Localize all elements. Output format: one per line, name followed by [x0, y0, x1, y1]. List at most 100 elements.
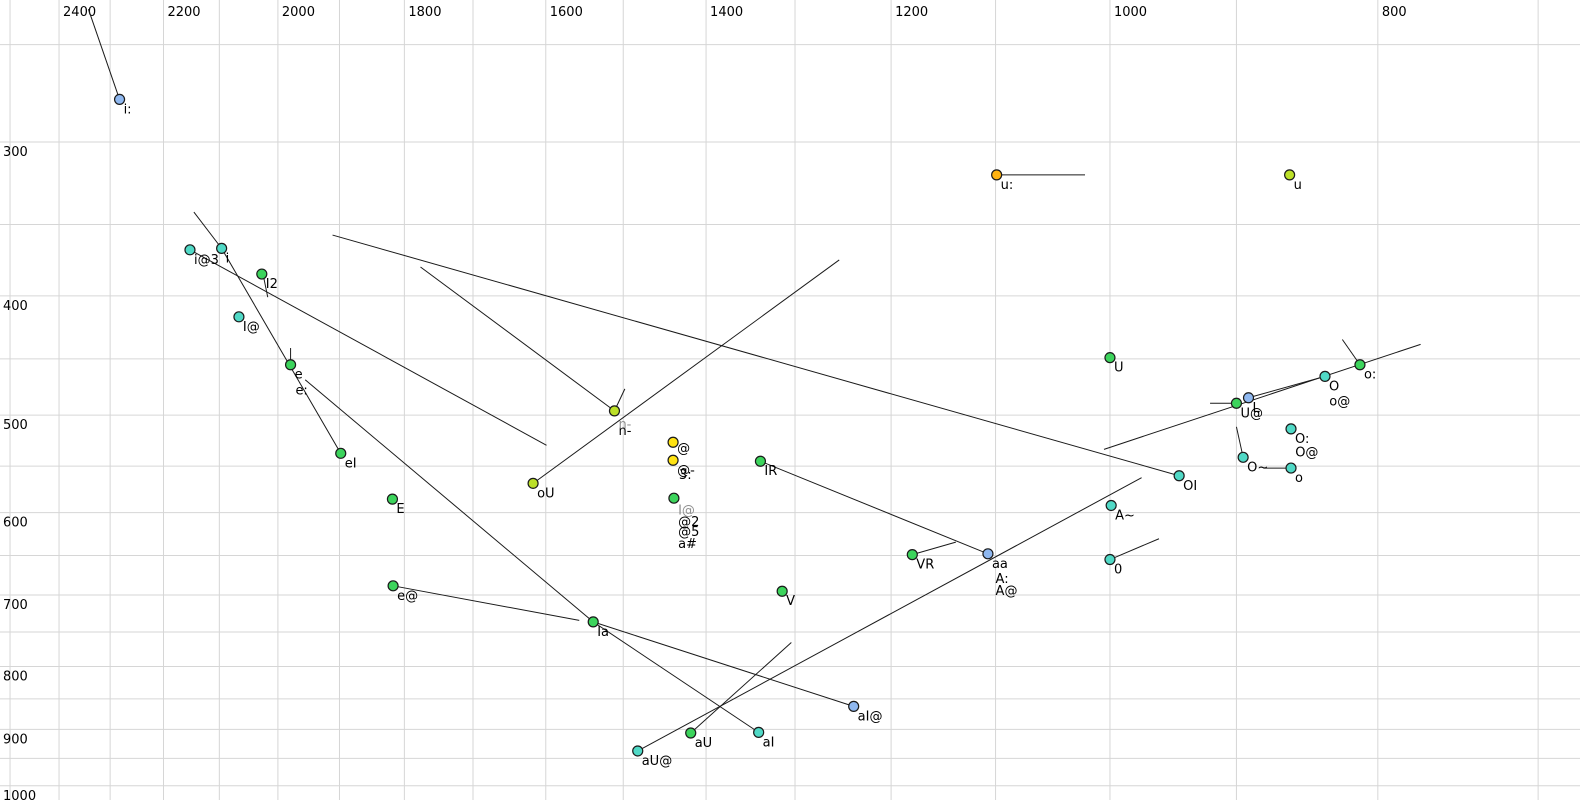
trajectory-line [193, 211, 223, 249]
trajectory-line [1103, 343, 1421, 450]
point-label-V: V [786, 594, 795, 609]
x-axis-tick-label: 2200 [167, 5, 200, 20]
data-point-u:[interactable] [991, 169, 1003, 181]
data-point-@[interactable] [667, 436, 679, 448]
data-point-i[interactable] [216, 242, 228, 254]
point-label-e@: e@ [397, 589, 418, 604]
data-point-O~[interactable] [1237, 451, 1249, 463]
point-label-@-: @- [677, 463, 695, 478]
data-point-eI[interactable] [335, 447, 347, 459]
x-axis-tick-label: 2000 [282, 5, 315, 20]
x-axis-tick-label: 1800 [408, 5, 441, 20]
data-point-aU@[interactable] [632, 745, 644, 757]
data-point-E[interactable] [386, 493, 399, 505]
trajectory-line [221, 248, 342, 454]
point-label-n-: n- [618, 424, 631, 439]
y-axis-tick-label: 600 [3, 516, 28, 531]
data-point-u[interactable] [1284, 169, 1296, 181]
point-label-@: @ [677, 441, 690, 456]
data-point-I@2[interactable] [668, 492, 680, 504]
x-axis-tick-label: 1000 [1114, 5, 1147, 20]
point-label-O~: O~ [1247, 460, 1268, 475]
trajectory-line [332, 234, 1180, 477]
y-axis-tick-label: 1000 [3, 789, 36, 800]
annotation-label-@2: @2 [678, 515, 699, 530]
data-point-IR[interactable] [754, 455, 767, 467]
data-point-O[interactable] [1319, 370, 1331, 382]
trajectory-line [760, 460, 989, 555]
point-label-aU@: aU@ [642, 754, 672, 769]
data-point-aa[interactable] [982, 548, 994, 560]
data-point-aI[interactable] [753, 726, 765, 738]
y-axis-tick-label: 900 [3, 732, 28, 747]
point-label-E: E [396, 502, 404, 517]
trajectory-line [690, 642, 792, 734]
point-label-o:: o: [1364, 368, 1376, 383]
point-label-L: L [1253, 401, 1261, 416]
annotation-label-n-: n- [618, 417, 631, 432]
trajectory-line [393, 585, 580, 621]
point-label-O: O [1329, 379, 1339, 394]
y-axis-tick-label: 500 [3, 418, 28, 433]
data-point-e@[interactable] [387, 580, 399, 592]
annotation-label-I@: I@ [678, 504, 695, 519]
data-point-@-[interactable] [667, 454, 679, 466]
x-axis-tick-label: 1600 [550, 5, 583, 20]
point-label-U@: U@ [1240, 406, 1263, 421]
x-axis-tick-label: 1200 [895, 5, 928, 20]
trajectory-line [189, 249, 547, 446]
annotation-label-A:: A: [996, 572, 1009, 587]
data-point-I2[interactable] [256, 268, 268, 280]
data-point-i@3[interactable] [184, 244, 196, 256]
y-axis-tick-label: 400 [3, 299, 28, 314]
data-point-i:[interactable] [113, 93, 126, 106]
annotation-label-O@: O@ [1295, 445, 1318, 460]
point-label-I@: I@ [243, 320, 260, 335]
data-point-VR[interactable] [906, 549, 918, 561]
point-label-u: u [1294, 178, 1302, 193]
data-point-OI[interactable] [1173, 470, 1185, 482]
annotation-label-3:: 3: [679, 468, 692, 483]
data-point-oU[interactable] [527, 477, 539, 489]
point-label-i@3: i@3 [194, 253, 219, 268]
point-label-VR: VR [916, 558, 934, 573]
point-label-I2: I2 [266, 277, 278, 292]
point-label-i:: i: [124, 102, 132, 117]
annotation-label-A@: A@ [996, 584, 1018, 599]
point-label-aI@: aI@ [858, 709, 883, 724]
x-axis-tick-label: 1400 [710, 5, 743, 20]
annotation-label-@5: @5 [678, 525, 699, 540]
trajectory-line [420, 266, 615, 412]
point-label-Ia: Ia [597, 625, 609, 640]
data-point-0[interactable] [1104, 553, 1116, 566]
annotation-label-e:: e: [295, 383, 307, 398]
trajectory-line [912, 541, 956, 556]
data-point-e[interactable] [284, 359, 297, 371]
annotation-label-a#: a# [678, 537, 697, 552]
point-label-aa: aa [992, 557, 1008, 572]
data-point-V[interactable] [776, 585, 788, 597]
point-label-A~: A~ [1115, 508, 1135, 523]
data-point-aU[interactable] [685, 727, 697, 739]
trajectory-line [87, 9, 121, 100]
data-point-o[interactable] [1285, 462, 1297, 474]
trajectory-line [1248, 375, 1326, 399]
data-point-Ia[interactable] [587, 616, 599, 628]
x-axis-tick-label: 2400 [63, 5, 96, 20]
data-point-A~[interactable] [1105, 499, 1117, 512]
data-point-o:[interactable] [1354, 359, 1366, 371]
data-point-n-[interactable] [608, 405, 621, 417]
trajectory-line [592, 621, 759, 733]
data-point-L[interactable] [1242, 392, 1255, 404]
data-point-aI@[interactable] [848, 700, 860, 712]
data-point-I@[interactable] [233, 311, 245, 323]
data-point-U[interactable] [1104, 352, 1116, 364]
data-point-O:[interactable] [1285, 423, 1297, 435]
trajectory-line [304, 379, 594, 623]
point-label-eI: eI [345, 456, 357, 471]
data-point-U@[interactable] [1230, 397, 1243, 409]
trajectory-line [593, 621, 854, 707]
point-label-OI: OI [1183, 479, 1197, 494]
